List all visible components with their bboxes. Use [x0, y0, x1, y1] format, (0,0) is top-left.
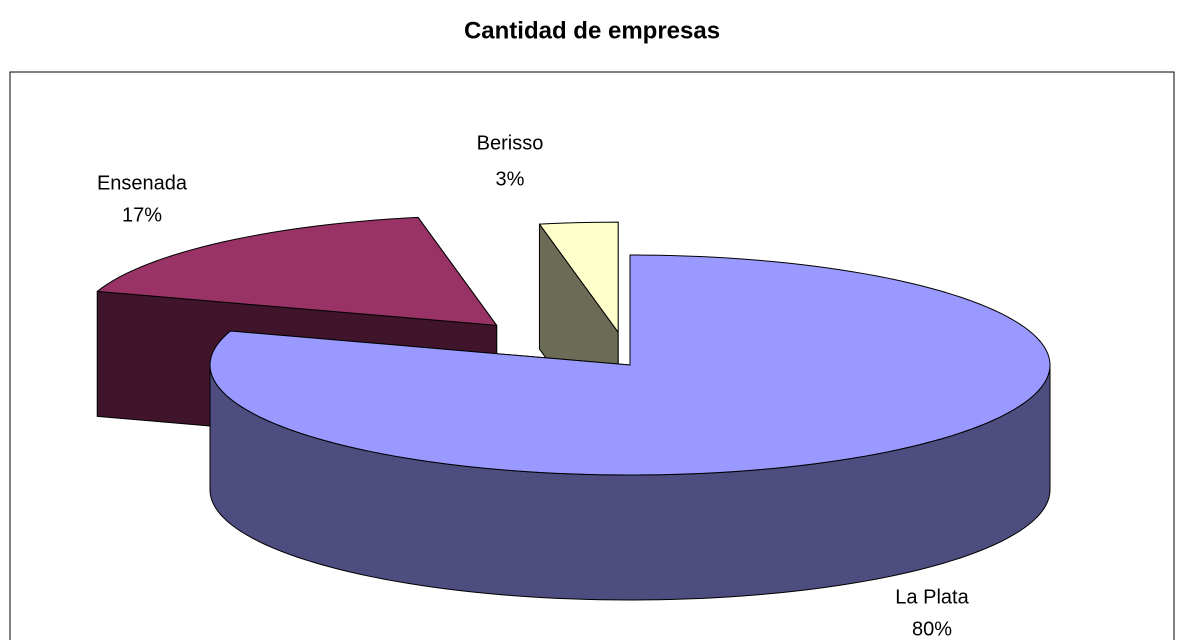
slice-label: La Plata: [895, 586, 969, 608]
slice-label: Ensenada: [97, 172, 188, 194]
slice-label: Berisso: [477, 132, 544, 154]
slice-value-label: 17%: [122, 204, 162, 226]
chart-title: Cantidad de empresas: [464, 17, 720, 44]
slice-value-label: 3%: [496, 168, 525, 190]
pie: [96, 216, 1051, 601]
slice: [538, 221, 619, 333]
slice: [209, 254, 1051, 476]
slice-value-label: 80%: [912, 618, 952, 640]
slice: [96, 216, 498, 326]
